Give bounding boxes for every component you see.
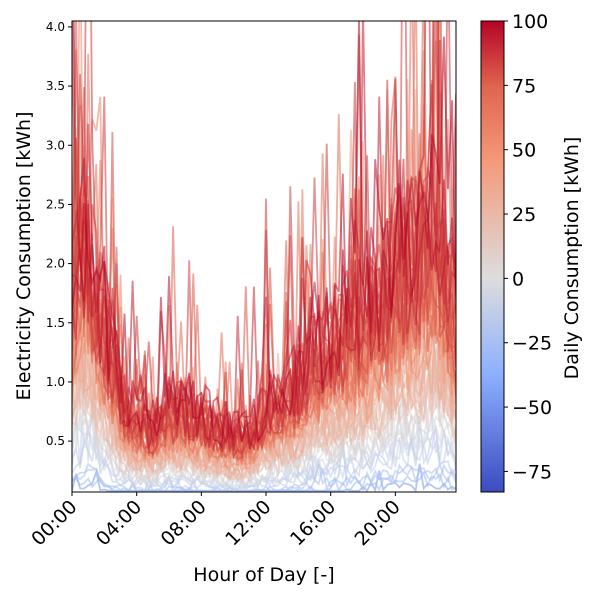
y-tick-label: 1.5 [46,316,65,330]
colorbar-label: Daily Consumption [kWh] [561,137,583,380]
colorbar-tick-label: 75 [512,75,536,97]
x-tick-label: 00:00 [27,496,81,550]
y-tick-label: 1.0 [46,375,65,389]
colorbar [480,20,505,493]
x-tick-label: 08:00 [157,496,211,550]
plot-area [72,21,456,492]
x-tick-label: 20:00 [351,496,405,550]
consumption-profile-line [72,21,456,450]
colorbar-tick-label: −75 [512,461,552,483]
y-tick-label: 3.0 [46,138,65,152]
colorbar-tick-label: 50 [512,140,536,162]
consumption-profile-line [72,21,456,453]
consumption-profile-line [72,462,456,492]
y-axis-label: Electricity Consumption [kWh] [13,112,35,401]
colorbar-tick-label: −50 [512,397,552,419]
x-tick-label: 04:00 [92,496,146,550]
consumption-profile-line [72,21,456,453]
x-tick-label: 12:00 [221,496,275,550]
y-tick-label: 2.0 [46,257,65,271]
colorbar-tick-label: 0 [512,268,524,290]
y-tick-label: 0.5 [46,434,65,448]
colorbar-tick-label: 25 [512,204,536,226]
x-axis: 00:00 04:00 08:00 12:00 16:00 20:00 [27,492,405,550]
colorbar-tick-label: 100 [512,11,548,33]
y-tick-label: 4.0 [46,20,65,34]
plot-frame [71,20,457,493]
y-tick-label: 3.5 [46,79,65,93]
y-axis: 0.5 1.0 1.5 2.0 2.5 3.0 3.5 4.0 [46,20,72,448]
y-tick-label: 2.5 [46,197,65,211]
colorbar-tick-label: −25 [512,333,552,355]
x-tick-label: 16:00 [286,496,340,550]
x-axis-label: Hour of Day [-] [193,564,334,586]
colorbar-axis: −75 −50 −25 0 25 50 75 100 [504,11,552,483]
